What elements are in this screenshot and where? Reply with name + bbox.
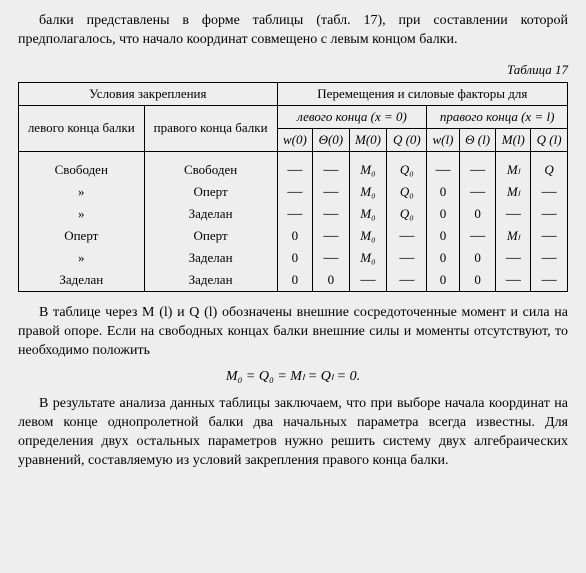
cell-value: — [531,247,568,269]
th-w0: w(0) [277,128,313,151]
cell-right-condition: Свободен [144,159,277,181]
th-tl: Θ (l) [459,128,496,151]
cell-value: — [277,159,313,181]
table-caption: Таблица 17 [18,62,568,78]
cell-value: — [459,225,496,247]
cell-value: — [277,181,313,203]
table-body: СвободенСвободен——M₀Q₀——MₗQ»Оперт——M₀Q₀0… [19,151,568,291]
cell-value: — [313,159,349,181]
cell-value: 0 [427,269,459,291]
cell-value: — [387,269,427,291]
cell-value: 0 [459,203,496,225]
cell-value: M₀ [349,203,387,225]
th-left-x: левого конца (x = 0) [277,105,427,128]
th-ml: M(l) [496,128,531,151]
cell-value: 0 [277,269,313,291]
table-row: »Заделан0—M₀—00—— [19,247,568,269]
cell-value: M₀ [349,247,387,269]
cell-value: — [277,203,313,225]
intro-paragraph: балки представлены в форме таблицы (табл… [18,12,568,50]
cell-value: 0 [427,181,459,203]
cell-value: Q₀ [387,181,427,203]
cell-right-condition: Заделан [144,203,277,225]
cell-value: — [313,181,349,203]
cell-right-condition: Оперт [144,181,277,203]
cell-value: — [459,181,496,203]
th-wl: w(l) [427,128,459,151]
cell-value: M₀ [349,159,387,181]
cell-value: M₀ [349,181,387,203]
cell-left-condition: Свободен [19,159,145,181]
cell-right-condition: Оперт [144,225,277,247]
cell-left-condition: » [19,247,145,269]
cell-left-condition: Заделан [19,269,145,291]
cell-left-condition: » [19,181,145,203]
table-row: СвободенСвободен——M₀Q₀——MₗQ [19,159,568,181]
cell-value: Q₀ [387,203,427,225]
cell-value: — [387,225,427,247]
cell-value: 0 [459,247,496,269]
th-factors: Перемещения и силовые факторы для [277,82,567,105]
table-row: ЗаделанЗаделан00——00—— [19,269,568,291]
th-m0: M(0) [349,128,387,151]
paragraph-2: В результате анализа данных таблицы закл… [18,395,568,471]
th-t0: Θ(0) [313,128,349,151]
cell-value: — [459,159,496,181]
th-q0: Q (0) [387,128,427,151]
cell-value: Mₗ [496,225,531,247]
boundary-conditions-table: Условия закрепления Перемещения и силовы… [18,82,568,292]
cell-value: Mₗ [496,159,531,181]
cell-value: 0 [427,203,459,225]
cell-right-condition: Заделан [144,247,277,269]
cell-value: — [349,269,387,291]
cell-value: — [313,203,349,225]
cell-value: 0 [313,269,349,291]
cell-right-condition: Заделан [144,269,277,291]
cell-value: 0 [427,225,459,247]
th-ql: Q (l) [531,128,568,151]
cell-value: — [313,247,349,269]
cell-value: — [496,269,531,291]
cell-value: M₀ [349,225,387,247]
cell-value: — [496,203,531,225]
cell-value: — [531,225,568,247]
th-left-beam: левого конца балки [19,105,145,151]
table-row: »Оперт——M₀Q₀0—Mₗ— [19,181,568,203]
cell-value: Q [531,159,568,181]
cell-value: Mₗ [496,181,531,203]
cell-value: — [427,159,459,181]
cell-value: Q₀ [387,159,427,181]
cell-value: — [496,247,531,269]
th-right-x: правого конца (x = l) [427,105,568,128]
table-row: ОпертОперт0—M₀—0—Mₗ— [19,225,568,247]
equation: M₀ = Q₀ = Mₗ = Qₗ = 0. [18,368,568,385]
th-conditions: Условия закрепления [19,82,278,105]
cell-value: — [313,225,349,247]
table-row: »Заделан——M₀Q₀00—— [19,203,568,225]
cell-value: — [531,181,568,203]
cell-value: 0 [459,269,496,291]
cell-left-condition: » [19,203,145,225]
th-right-beam: правого конца балки [144,105,277,151]
cell-value: — [531,203,568,225]
paragraph-1: В таблице через M (l) и Q (l) обозначены… [18,304,568,361]
cell-value: 0 [277,247,313,269]
cell-value: 0 [277,225,313,247]
cell-value: — [531,269,568,291]
cell-value: 0 [427,247,459,269]
cell-value: — [387,247,427,269]
cell-left-condition: Оперт [19,225,145,247]
